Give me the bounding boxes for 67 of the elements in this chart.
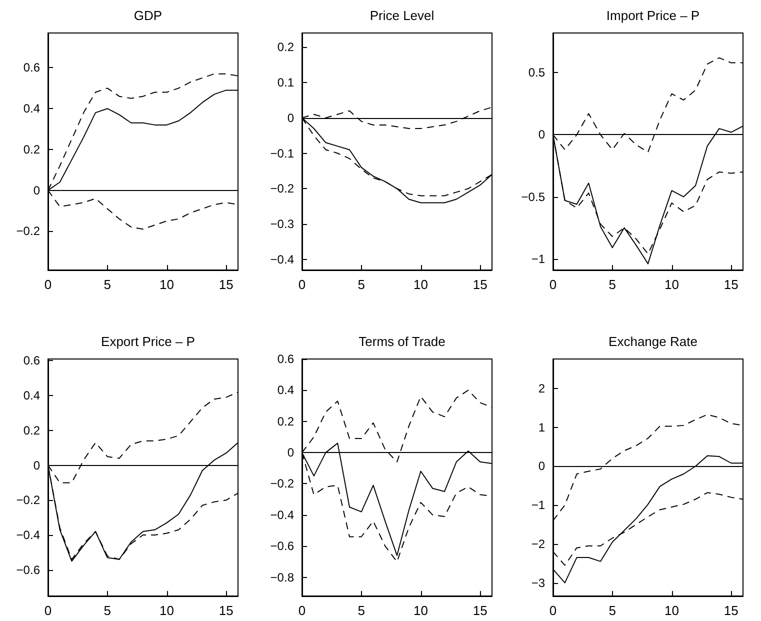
- x-tick-label: 5: [104, 277, 111, 292]
- x-tick-label: 0: [44, 277, 52, 292]
- chart-title: Terms of Trade: [358, 334, 446, 349]
- y-tick-label: −0.4: [270, 252, 294, 266]
- chart-title: Import Price – P: [606, 8, 700, 23]
- y-tick-label: 0.4: [23, 388, 40, 403]
- y-tick-label: 1: [538, 420, 546, 434]
- y-tick-label: 0.6: [23, 60, 40, 75]
- chart-title: Exchange Rate: [608, 334, 698, 349]
- chart-title: Export Price – P: [101, 334, 195, 349]
- chart-title: GDP: [134, 8, 162, 23]
- y-tick-label: −0.8: [270, 570, 294, 584]
- x-tick-label: 5: [358, 603, 365, 618]
- x-tick-label: 15: [472, 603, 488, 618]
- y-tick-label: 0: [538, 128, 546, 142]
- y-tick-label: 0.2: [23, 423, 40, 438]
- x-tick-label: 10: [414, 277, 428, 292]
- y-tick-label: −0.2: [16, 224, 40, 238]
- y-tick-label: 2: [538, 382, 546, 396]
- x-tick-label: 10: [160, 277, 174, 292]
- chart-title: Price Level: [370, 8, 434, 23]
- x-tick-label: 15: [724, 277, 738, 292]
- x-tick-label: 15: [472, 277, 488, 292]
- x-tick-label: 10: [664, 277, 679, 292]
- x-tick-label: 5: [358, 277, 365, 292]
- y-tick-label: 0.1: [277, 76, 294, 90]
- x-tick-label: 5: [608, 603, 616, 618]
- x-tick-label: 10: [414, 603, 428, 618]
- y-tick-label: 0.2: [23, 142, 40, 156]
- y-tick-label: 0: [33, 183, 40, 198]
- y-tick-label: 0: [287, 446, 294, 460]
- y-tick-label: 0: [538, 459, 546, 474]
- y-tick-label: −0.2: [270, 182, 294, 196]
- y-tick-label: −0.1: [270, 146, 294, 160]
- x-tick-label: 0: [44, 603, 52, 618]
- y-tick-label: −0.6: [16, 562, 40, 577]
- x-tick-label: 0: [549, 603, 557, 618]
- y-tick-label: 0.5: [528, 66, 546, 80]
- x-tick-label: 5: [608, 277, 616, 292]
- x-tick-label: 10: [664, 603, 679, 618]
- y-tick-label: −2: [531, 536, 546, 551]
- y-tick-label: 0.2: [277, 414, 294, 428]
- y-tick-label: −3: [531, 576, 546, 590]
- y-tick-label: 0.4: [23, 102, 40, 116]
- x-tick-label: 10: [160, 603, 174, 618]
- x-tick-label: 15: [724, 603, 738, 618]
- y-tick-label: −0.4: [270, 508, 294, 522]
- x-tick-label: 0: [298, 603, 306, 618]
- y-tick-label: −1: [531, 252, 546, 266]
- y-tick-label: −0.6: [270, 539, 294, 554]
- y-tick-label: −0.2: [270, 476, 294, 491]
- x-tick-label: 15: [218, 277, 234, 292]
- y-tick-label: −0.4: [16, 528, 40, 542]
- y-tick-label: 0.4: [277, 383, 294, 398]
- y-tick-label: −0.5: [521, 190, 546, 204]
- x-tick-label: 5: [104, 603, 111, 618]
- y-tick-label: 0.6: [23, 354, 40, 368]
- x-tick-label: 0: [549, 277, 557, 292]
- y-tick-label: −1: [531, 498, 546, 512]
- y-tick-label: −0.3: [270, 217, 294, 232]
- y-tick-label: 0.2: [277, 40, 294, 54]
- y-tick-label: 0: [33, 458, 40, 472]
- y-tick-label: 0: [287, 110, 294, 125]
- y-tick-label: −0.2: [16, 493, 40, 508]
- y-tick-label: 0.6: [277, 352, 294, 366]
- x-tick-label: 0: [298, 277, 306, 292]
- x-tick-label: 15: [218, 603, 234, 618]
